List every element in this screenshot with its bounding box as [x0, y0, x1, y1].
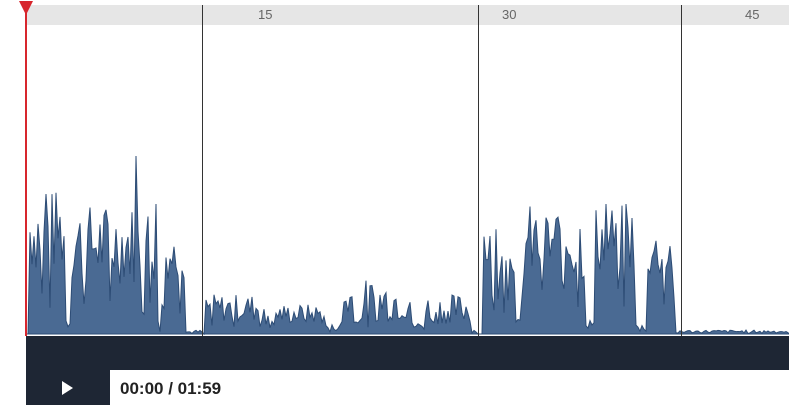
playhead-line[interactable] [25, 5, 27, 336]
marker-line-45 [681, 5, 682, 336]
tick-label-45: 45 [745, 7, 760, 22]
scroll-bar[interactable] [26, 336, 789, 370]
timeline-ruler[interactable]: 15 30 45 [26, 5, 789, 25]
player-controls: 00:00 / 01:59 [26, 370, 789, 405]
waveform [26, 155, 789, 336]
marker-line-30 [478, 5, 479, 336]
waveform-shape [26, 155, 789, 336]
marker-line-15 [202, 5, 203, 336]
play-icon [62, 381, 73, 395]
tick-label-15: 15 [258, 7, 273, 22]
playhead-handle[interactable] [19, 1, 33, 15]
play-button[interactable] [26, 370, 110, 405]
time-display: 00:00 / 01:59 [120, 379, 222, 398]
waveform-area[interactable] [26, 25, 789, 336]
tick-label-30: 30 [502, 7, 517, 22]
